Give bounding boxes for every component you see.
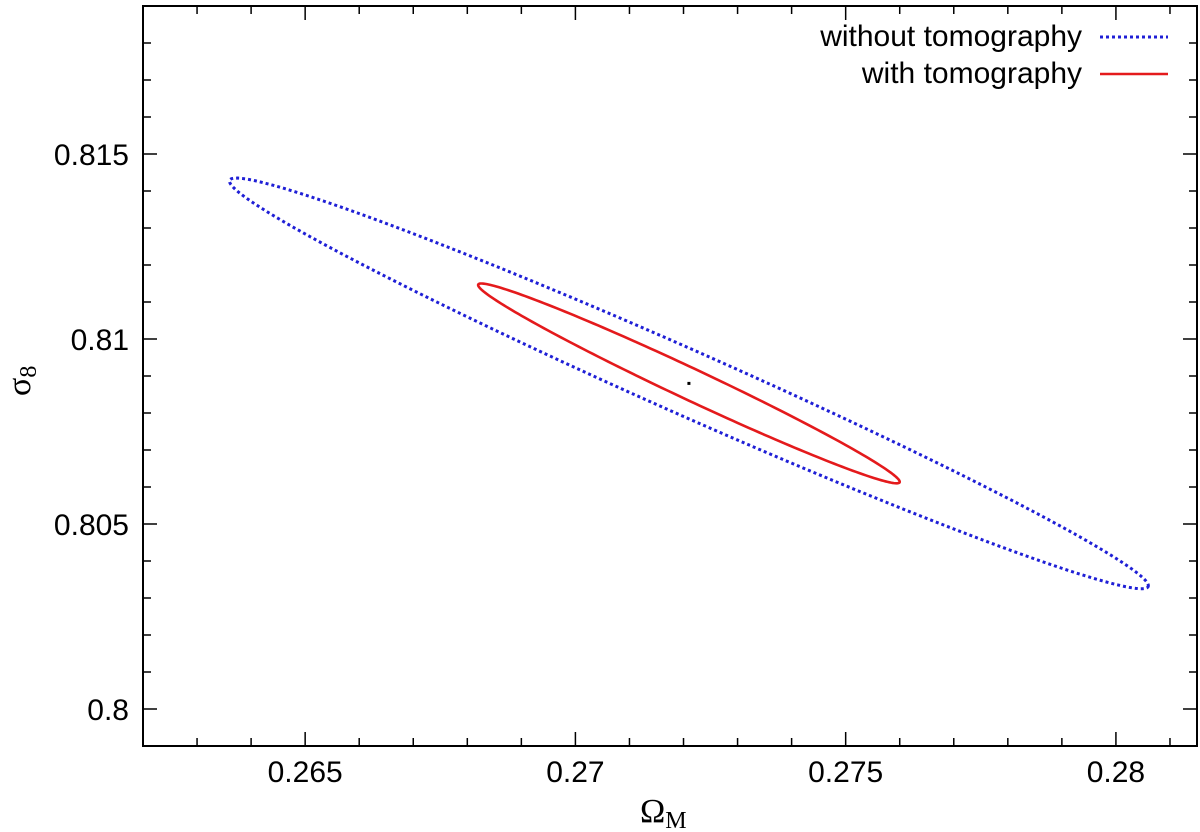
y-axis-label-main: σ [1, 378, 38, 396]
y-tick-label: 0.8 [87, 694, 129, 727]
series-layer [227, 176, 1150, 591]
plot-frame [142, 5, 1198, 747]
y-tick-label: 0.815 [54, 139, 129, 172]
x-axis-label-main: Ω [640, 793, 665, 830]
x-axis-label-subscript: M [665, 808, 686, 832]
x-tick-label: 0.265 [268, 756, 343, 789]
legend-label-with-tomography: with tomography [861, 57, 1082, 90]
axes-layer: 0.265 0.27 0.275 0.28 0.8 0.805 0.81 0.815 [54, 5, 1198, 789]
y-axis-label: σ8 [1, 366, 42, 396]
fiducial-point [687, 381, 691, 385]
y-tick-label: 0.805 [54, 509, 129, 542]
x-tick-label: 0.28 [1087, 756, 1145, 789]
contour-with-tomography [476, 282, 902, 485]
legend-label-without-tomography: without tomography [819, 20, 1082, 53]
x-axis-label: ΩM [640, 793, 687, 832]
axis-titles: ΩM σ8 [1, 366, 687, 832]
y-axis-label-subscript: 8 [16, 366, 42, 378]
y-tick-label: 0.81 [71, 324, 129, 357]
x-tick-label: 0.27 [546, 756, 604, 789]
x-tick-label: 0.275 [808, 756, 883, 789]
legend: without tomography with tomography [819, 20, 1168, 90]
